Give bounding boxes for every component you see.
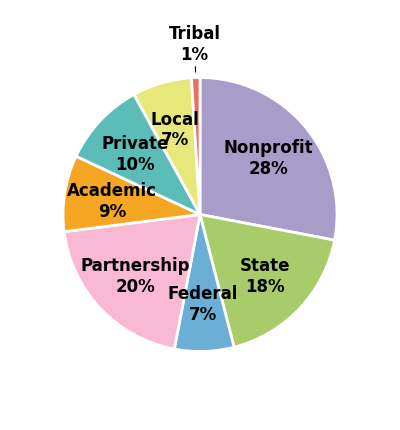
Text: Tribal
1%: Tribal 1%	[169, 25, 221, 64]
Wedge shape	[76, 95, 200, 215]
Wedge shape	[191, 78, 200, 215]
Text: Private
10%: Private 10%	[102, 135, 169, 174]
Wedge shape	[63, 157, 200, 232]
Text: State
18%: State 18%	[240, 256, 290, 295]
Text: Local
7%: Local 7%	[151, 111, 200, 149]
Wedge shape	[64, 215, 200, 349]
Text: Partnership
20%: Partnership 20%	[80, 256, 190, 295]
Text: Federal
7%: Federal 7%	[168, 284, 238, 323]
Wedge shape	[200, 78, 337, 241]
Text: Academic
9%: Academic 9%	[67, 182, 157, 221]
Wedge shape	[200, 215, 334, 347]
Wedge shape	[134, 79, 200, 215]
Text: Nonprofit
28%: Nonprofit 28%	[224, 139, 314, 178]
Wedge shape	[174, 215, 234, 352]
